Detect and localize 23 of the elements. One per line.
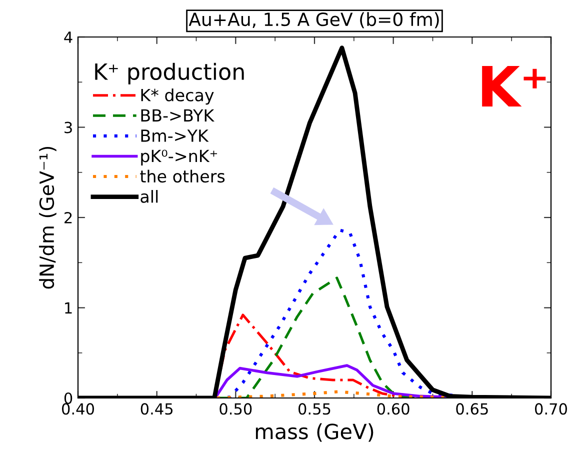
x-tick-label: 0.55 <box>298 403 330 415</box>
x-tick-label: 0.45 <box>140 403 173 415</box>
chart-title: Au+Au, 1.5 A GeV (b=0 fm) <box>188 12 439 28</box>
annotation: K⁺ <box>482 66 546 106</box>
legend-label: all <box>140 190 158 203</box>
legend-title: K⁺ production <box>95 62 244 84</box>
legend-label: BB->BYK <box>141 109 214 122</box>
y-tick-label: 4 <box>64 32 72 43</box>
x-axis-title: mass (GeV) <box>256 423 374 442</box>
legend-label: K* decay <box>141 88 214 105</box>
x-tick-label: 0.50 <box>220 403 252 415</box>
y-axis-title: dN/dm (GeV⁻¹) <box>39 146 56 289</box>
x-tick-label: 0.60 <box>377 403 410 415</box>
legend-label: pK⁰->nK⁺ <box>141 150 218 166</box>
y-tick-label: 0 <box>64 392 72 404</box>
y-tick-label: 3 <box>64 122 72 134</box>
x-tick-label: 0.65 <box>456 403 488 415</box>
legend-label: the others <box>140 170 225 183</box>
legend-label: Bm->YK <box>141 130 209 142</box>
y-tick-label: 2 <box>64 212 72 224</box>
x-tick-label: 0.40 <box>62 403 94 415</box>
y-tick-label: 1 <box>65 302 72 314</box>
x-tick-label: 0.70 <box>535 403 567 415</box>
